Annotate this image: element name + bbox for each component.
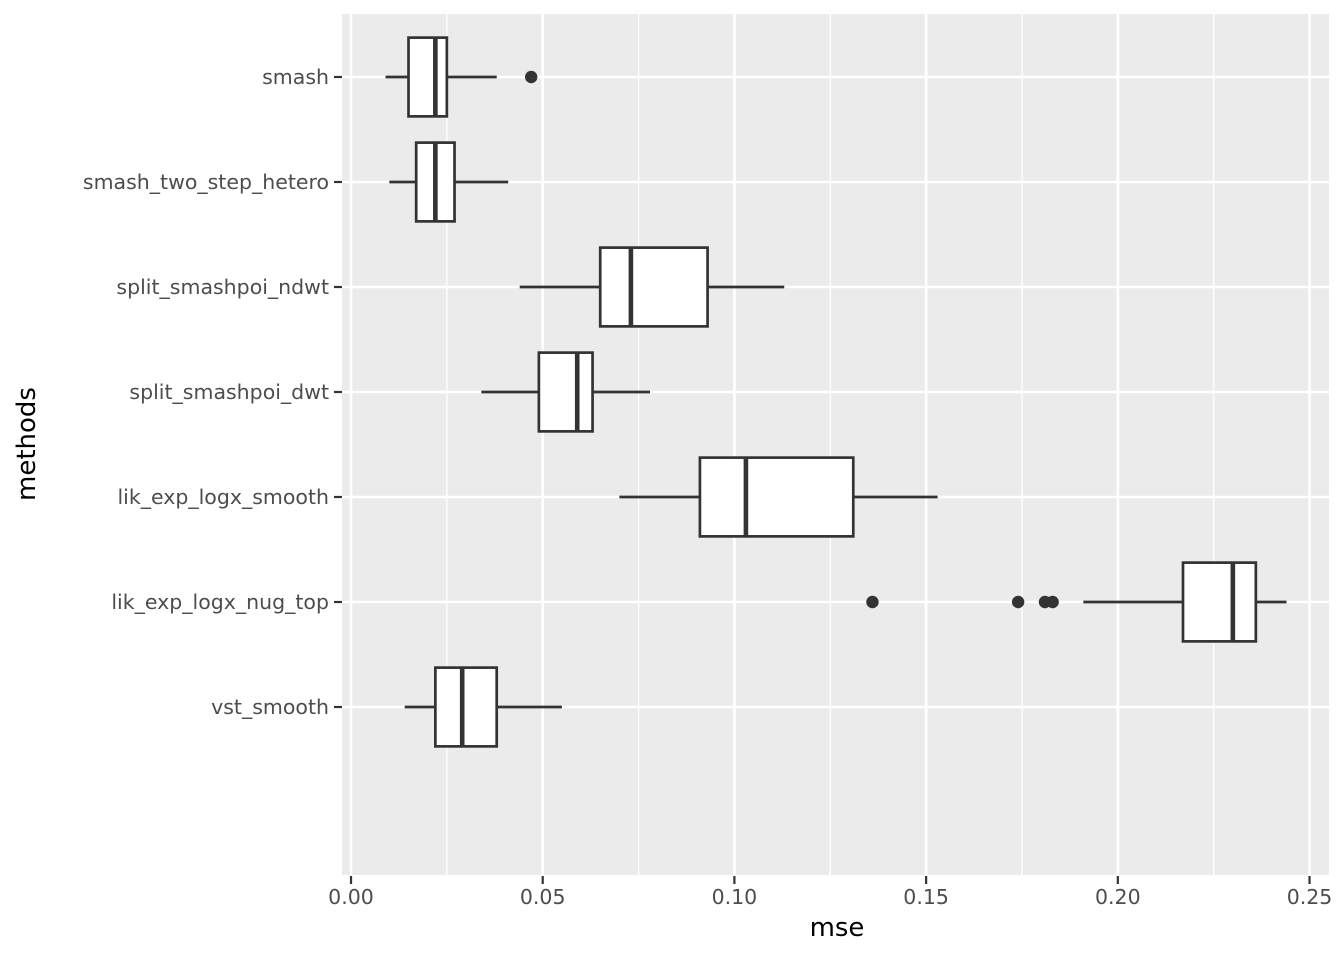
y-axis-label-smash_two_step_hetero: smash_two_step_hetero xyxy=(83,170,329,195)
x-tick-label: 0.15 xyxy=(903,885,949,909)
x-tick-label: 0.25 xyxy=(1287,885,1333,909)
y-axis-label-split_smashpoi_ndwt: split_smashpoi_ndwt xyxy=(116,275,329,300)
x-tick-label: 0.05 xyxy=(520,885,566,909)
y-axis-label-smash: smash xyxy=(262,65,329,89)
boxplot-smash-outlier xyxy=(525,70,538,84)
x-tick-label: 0.00 xyxy=(328,885,374,909)
y-axis-label-vst_smooth: vst_smooth xyxy=(211,695,329,720)
x-tick-label: 0.10 xyxy=(712,885,758,909)
x-tick-label: 0.20 xyxy=(1095,885,1141,909)
y-axis-label-lik_exp_logx_smooth: lik_exp_logx_smooth xyxy=(117,485,329,510)
y-axis-title: methods xyxy=(12,387,42,501)
y-axis-label-lik_exp_logx_nug_top: lik_exp_logx_nug_top xyxy=(111,590,329,615)
boxplot-lik_exp_logx_smooth-box xyxy=(698,456,855,538)
boxplot-lik_exp_logx_nug_top-outlier xyxy=(866,595,879,609)
plot-panel xyxy=(342,14,1329,875)
y-axis-label-split_smashpoi_dwt: split_smashpoi_dwt xyxy=(129,380,329,405)
boxplot-lik_exp_logx_nug_top-box xyxy=(1181,561,1258,643)
boxplot-smash-box xyxy=(407,36,449,118)
boxplot-vst_smooth-box xyxy=(434,666,499,748)
x-axis-title: mse xyxy=(809,913,865,943)
boxplot-split_smashpoi_ndwt-box xyxy=(598,246,709,328)
boxplot-lik_exp_logx_nug_top-outlier xyxy=(1046,595,1059,609)
boxplot-split_smashpoi_dwt-box xyxy=(537,351,594,433)
boxplot-lik_exp_logx_nug_top-outlier xyxy=(1011,595,1025,609)
